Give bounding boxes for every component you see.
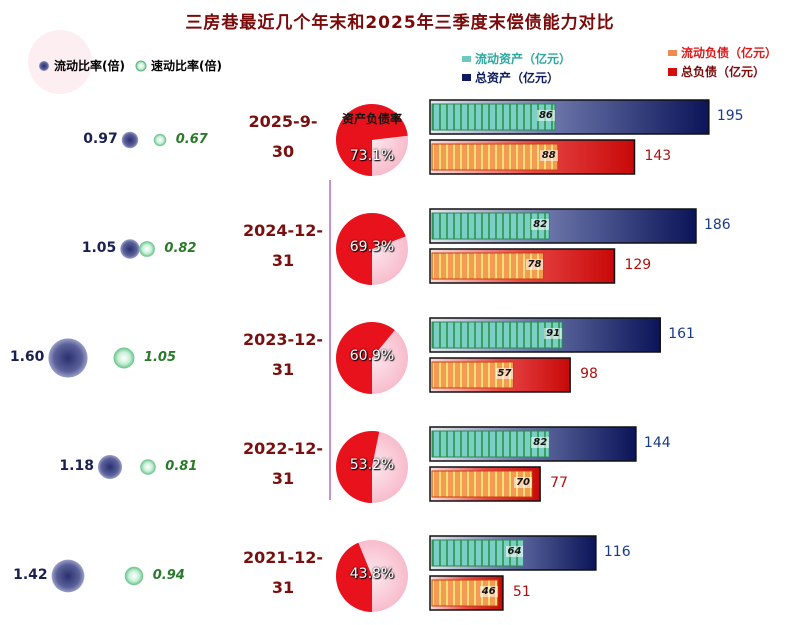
category-label-line2: 31 <box>271 469 295 488</box>
legend-total-assets-label: 总资产（亿元） <box>475 71 560 85</box>
legend-quick-ratio-swatch <box>135 60 147 71</box>
total-assets-value: 186 <box>703 217 731 233</box>
current-assets-bar <box>431 212 550 240</box>
current-assets-bar <box>431 321 563 349</box>
quick-ratio-value: 0.67 <box>175 132 208 147</box>
current-ratio-value: 1.42 <box>13 567 48 583</box>
total-liabilities-value: 143 <box>644 148 672 164</box>
debt-ratio-pie-slice <box>335 322 395 394</box>
legend-total-assets: 总资产（亿元） <box>462 69 559 86</box>
pie-caption: 资产负债率 <box>341 112 402 126</box>
current-ratio-value: 1.05 <box>81 240 117 256</box>
debt-ratio-pie-slice <box>336 213 406 285</box>
quick-ratio-bubble <box>140 459 156 475</box>
current-assets-value: 82 <box>531 437 550 448</box>
legend-total-liabilities-label: 总负债（亿元） <box>681 65 766 79</box>
category-label-line1: 2025-9- <box>248 112 318 131</box>
total-liabilities-value: 98 <box>580 366 598 382</box>
current-assets-value: 64 <box>505 546 524 557</box>
quick-ratio-value: 1.05 <box>143 350 177 365</box>
current-liabilities-value: 57 <box>495 368 514 379</box>
current-ratio-bubble <box>97 454 123 480</box>
current-assets-value: 82 <box>531 219 550 230</box>
quick-ratio-bubble <box>153 133 167 147</box>
total-assets-value: 161 <box>668 326 695 342</box>
current-ratio-value: 0.97 <box>83 131 118 147</box>
category-label-line2: 31 <box>271 578 295 597</box>
debt-ratio-label: 73.1% <box>349 148 395 164</box>
debt-ratio-pie-slice <box>335 542 372 612</box>
current-ratio-bubble <box>51 559 85 593</box>
current-assets-bar <box>431 430 550 458</box>
debt-ratio-pie-slice <box>336 103 408 176</box>
debt-ratio-pie-slice <box>335 430 380 504</box>
legend-current-liabilities-label: 流动负债（亿元） <box>681 46 778 60</box>
category-label-line2: 30 <box>271 142 295 161</box>
legend-current-assets-label: 流动资产（亿元） <box>475 52 572 66</box>
category-label-line1: 2023-12- <box>242 330 324 349</box>
category-label-line1: 2021-12- <box>242 548 324 567</box>
legend-quick-ratio-label: 速动比率(倍) <box>151 59 222 73</box>
current-assets-value: 91 <box>544 328 563 339</box>
legend-total-liabilities-swatch <box>668 67 677 76</box>
chart-title: 三房巷最近几个年末和2025年三季度末偿债能力对比 <box>185 13 615 33</box>
legend-total-assets-swatch <box>462 74 471 81</box>
legend-current-ratio-label: 流动比率(倍) <box>54 59 125 73</box>
current-liabilities-value: 78 <box>525 259 544 270</box>
decor-circle <box>28 30 92 94</box>
quick-ratio-value: 0.81 <box>165 459 198 474</box>
category-label-line2: 31 <box>271 360 295 379</box>
quick-ratio-bubble <box>139 241 155 257</box>
legend-current-ratio: 流动比率(倍) <box>38 57 125 74</box>
total-assets-value: 195 <box>716 108 744 124</box>
current-ratio-value: 1.60 <box>9 349 45 365</box>
debt-ratio-label: 60.9% <box>349 348 395 364</box>
debt-ratio-label: 69.3% <box>349 239 395 255</box>
legend-current-liabilities-swatch <box>668 49 677 56</box>
legend-total-liabilities: 总负债（亿元） <box>668 63 765 80</box>
quick-ratio-value: 0.94 <box>152 568 185 583</box>
current-ratio-bubble <box>48 338 88 378</box>
total-liabilities-value: 51 <box>512 584 531 600</box>
total-assets-value: 116 <box>603 544 631 560</box>
legend-current-assets-swatch <box>462 55 471 62</box>
current-liabilities-value: 70 <box>514 477 533 488</box>
legend-current-ratio-swatch <box>39 60 49 71</box>
legend-current-assets: 流动资产（亿元） <box>462 50 571 67</box>
current-liabilities-value: 46 <box>479 586 498 597</box>
category-label-line1: 2022-12- <box>242 439 324 458</box>
current-liabilities-bar <box>431 252 545 280</box>
legend-quick-ratio: 速动比率(倍) <box>135 57 222 74</box>
current-assets-value: 86 <box>536 110 555 121</box>
quick-ratio-bubble <box>113 347 135 369</box>
category-label-line1: 2024-12- <box>242 221 324 240</box>
current-ratio-value: 1.18 <box>59 458 94 474</box>
total-assets-value: 144 <box>643 435 671 451</box>
total-liabilities-value: 129 <box>624 257 652 273</box>
quick-ratio-value: 0.82 <box>164 241 197 256</box>
current-ratio-bubble <box>120 239 140 259</box>
total-liabilities-value: 77 <box>550 475 568 491</box>
current-liabilities-bar <box>431 143 559 171</box>
current-liabilities-value: 88 <box>539 150 558 161</box>
current-assets-bar <box>431 103 556 131</box>
legend-current-liabilities: 流动负债（亿元） <box>668 44 777 61</box>
category-label-line2: 31 <box>271 251 295 270</box>
quick-ratio-bubble <box>124 566 144 586</box>
current-ratio-bubble <box>121 131 139 149</box>
debt-ratio-label: 43.8% <box>349 566 395 582</box>
debt-ratio-label: 53.2% <box>349 457 395 473</box>
